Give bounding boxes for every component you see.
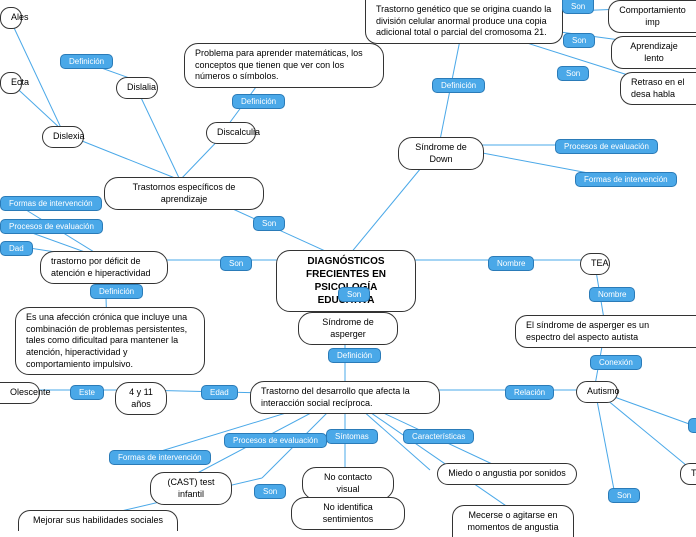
node-discalculia[interactable]: Discalculia: [206, 122, 256, 144]
tag-proc-2: Procesos de evaluación: [0, 219, 103, 234]
node-dislexia[interactable]: Dislexia: [42, 126, 84, 148]
tag-conexion: Conexión: [590, 355, 642, 370]
node-miedo[interactable]: Miedo o angustia por sonidos: [437, 463, 577, 485]
tag-proc-1: Procesos de evaluación: [555, 139, 658, 154]
node-def-down[interactable]: Trastorno genético que se origina cuando…: [365, 0, 563, 44]
node-sind-down[interactable]: Síndrome de Down: [398, 137, 484, 170]
node-probmat[interactable]: Problema para aprender matemáticas, los …: [184, 43, 384, 88]
node-def-tdah[interactable]: Es una afección crónica que incluye una …: [15, 307, 205, 375]
tag-son-4: Son: [563, 33, 595, 48]
node-autismo[interactable]: Autismo: [576, 381, 618, 403]
tag-formas-3: Formas de intervención: [109, 450, 211, 465]
tag-edad: Edad: [201, 385, 238, 400]
tag-este: Este: [70, 385, 104, 400]
tag-def-5: Definición: [328, 348, 381, 363]
tag-son-7: Son: [608, 488, 640, 503]
node-trastornos[interactable]: Trastornos específicos de aprendizaje: [104, 177, 264, 210]
node-cast[interactable]: (CAST) test infantil: [150, 472, 232, 505]
node-retraso[interactable]: Retraso en el desa habla: [620, 72, 696, 105]
tag-formas-1: Formas de intervención: [575, 172, 677, 187]
tag-def-4: Definición: [90, 284, 143, 299]
tag-def-2: Definición: [232, 94, 285, 109]
tag-co: Co: [688, 418, 696, 433]
node-no-contacto[interactable]: No contacto visual: [302, 467, 394, 500]
tag-son-6: Son: [254, 484, 286, 499]
tag-son-3: Son: [338, 287, 370, 302]
node-espectro[interactable]: El síndrome de asperger es un espectro d…: [515, 315, 696, 348]
node-asperger[interactable]: Síndrome de asperger: [298, 312, 398, 345]
node-ales[interactable]: Ales: [0, 7, 22, 29]
node-dislalia[interactable]: Dislalia: [116, 77, 158, 99]
node-no-ident[interactable]: No identifica sentimientos: [291, 497, 405, 530]
tag-nombre-1: Nombre: [488, 256, 534, 271]
tag-def-1: Definición: [60, 54, 113, 69]
node-tea[interactable]: TEA: [580, 253, 610, 275]
center-node[interactable]: DIAGNÓSTICOS FRECIENTES EN PSICOLOGÍA ED…: [276, 250, 416, 312]
tag-son-2: Son: [220, 256, 252, 271]
tag-son-1: Son: [253, 216, 285, 231]
node-comp-imp[interactable]: Comportamiento imp: [608, 0, 696, 33]
node-ecta[interactable]: Ecta: [0, 72, 22, 94]
tag-dad: Dad: [0, 241, 33, 256]
tag-sintomas: Síntomas: [326, 429, 378, 444]
node-apr-lento[interactable]: Aprendizaje lento: [611, 36, 696, 69]
node-test[interactable]: Test: [680, 463, 696, 485]
tag-son-top: Son: [562, 0, 594, 14]
node-def-asp[interactable]: Trastorno del desarrollo que afecta la i…: [250, 381, 440, 414]
node-olescente[interactable]: Olescente: [0, 382, 40, 404]
node-tdah[interactable]: trastorno por déficit de atención e hipe…: [40, 251, 168, 284]
node-mecerse[interactable]: Mecerse o agitarse en momentos de angust…: [452, 505, 574, 537]
node-mejorar[interactable]: Mejorar sus habilidades sociales: [18, 510, 178, 531]
tag-proc-3: Procesos de evaluación: [224, 433, 327, 448]
tag-def-3: Definición: [432, 78, 485, 93]
tag-relacion: Relación: [505, 385, 554, 400]
node-edad411[interactable]: 4 y 11 años: [115, 382, 167, 415]
tag-nombre-2: Nombre: [589, 287, 635, 302]
tag-formas-2: Formas de intervención: [0, 196, 102, 211]
tag-son-5: Son: [557, 66, 589, 81]
tag-caract: Características: [403, 429, 474, 444]
